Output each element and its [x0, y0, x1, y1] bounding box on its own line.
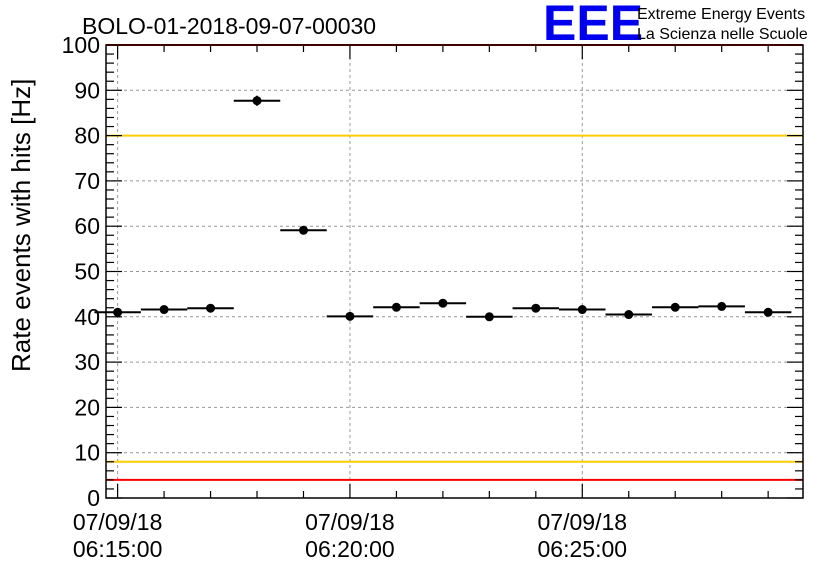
point-marker — [484, 312, 494, 322]
point-marker — [717, 301, 727, 311]
x-tick-date: 07/09/18 — [305, 509, 395, 535]
data-point — [373, 302, 420, 312]
data-point — [419, 298, 467, 308]
y-tick-label: 80 — [74, 123, 100, 149]
x-tick-time: 06:20:00 — [305, 536, 395, 562]
point-marker — [531, 303, 541, 313]
data-point — [466, 312, 513, 322]
point-marker — [252, 96, 262, 106]
point-marker — [577, 305, 587, 315]
y-tick-label: 40 — [74, 304, 100, 330]
data-point — [94, 307, 141, 317]
y-axis-title: Rate events with hits [Hz] — [6, 79, 36, 372]
y-tick-label: 60 — [74, 213, 100, 239]
data-point — [140, 305, 188, 315]
point-marker — [159, 305, 169, 315]
point-marker — [763, 307, 773, 317]
point-marker — [345, 311, 355, 321]
data-point — [233, 95, 281, 106]
chart-title: BOLO-01-2018-09-07-00030 — [82, 13, 376, 39]
data-point — [326, 311, 374, 321]
point-marker — [113, 307, 123, 317]
y-tick-label: 0 — [87, 485, 100, 511]
data-point — [187, 303, 234, 313]
x-tick-time: 06:15:00 — [73, 536, 163, 562]
data-point — [280, 225, 327, 235]
eee-logo: EEE Extreme Energy Events La Scienza nel… — [543, 0, 808, 51]
y-axis: 0 10 20 30 40 50 60 70 80 90 100 — [62, 32, 803, 511]
data-point — [605, 310, 652, 320]
y-tick-label: 20 — [74, 394, 100, 420]
y-tick-label: 30 — [74, 349, 100, 375]
grid-lines — [106, 45, 803, 498]
data-point — [744, 307, 792, 317]
data-point — [512, 303, 560, 313]
x-axis: 07/09/1806:15:0007/09/1806:20:0007/09/18… — [73, 45, 769, 562]
data-points — [94, 95, 792, 322]
point-marker — [670, 302, 680, 312]
point-marker — [438, 298, 448, 308]
x-tick-date: 07/09/18 — [73, 509, 163, 535]
logo-line-2: La Scienza nelle Scuole — [637, 26, 808, 43]
y-tick-label: 100 — [62, 32, 100, 58]
threshold-lines — [106, 44, 803, 481]
data-point — [698, 301, 745, 311]
point-marker — [206, 303, 216, 313]
y-tick-label: 90 — [74, 77, 100, 103]
y-tick-label: 70 — [74, 168, 100, 194]
data-point — [559, 305, 606, 315]
point-marker — [298, 225, 308, 235]
logo-line-1: Extreme Energy Events — [637, 6, 805, 23]
point-marker — [391, 302, 401, 312]
y-tick-label: 50 — [74, 259, 100, 285]
logo-mark: EEE — [543, 0, 643, 51]
x-tick-time: 06:25:00 — [538, 536, 628, 562]
data-point — [651, 302, 699, 312]
x-tick-date: 07/09/18 — [538, 509, 628, 535]
y-tick-label: 10 — [74, 440, 100, 466]
point-marker — [624, 310, 634, 320]
